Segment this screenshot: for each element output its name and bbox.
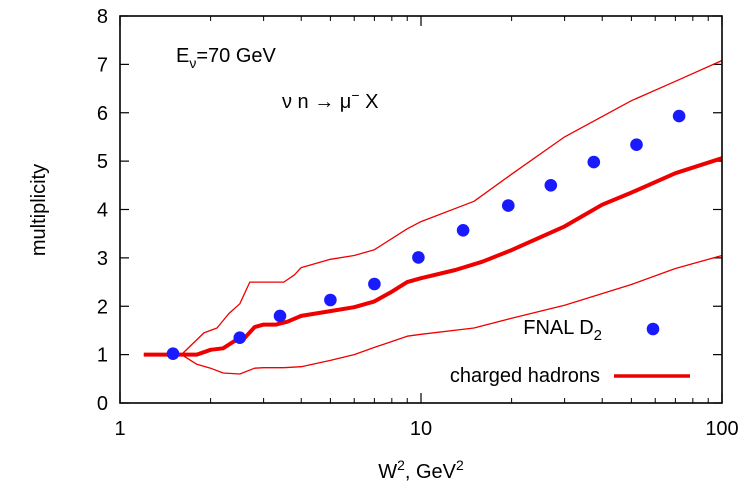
- fnal-data-point: [502, 199, 515, 212]
- x-axis-title: W2, GeV2: [378, 457, 464, 483]
- x-tick-label: 10: [410, 418, 432, 440]
- y-axis-title: multiplicity: [28, 164, 50, 256]
- charged-hadrons-curve: [143, 156, 723, 357]
- x-tick-label: 1: [114, 418, 125, 440]
- legend-label-charged-hadrons: charged hadrons: [450, 365, 600, 387]
- y-tick-label: 8: [97, 6, 108, 28]
- plot-frame: [119, 15, 723, 404]
- fnal-data-point: [544, 179, 558, 192]
- lower-band-curve: [143, 254, 723, 375]
- y-tick-label: 5: [97, 151, 108, 173]
- y-tick-label: 7: [97, 54, 108, 76]
- y-tick-label: 2: [97, 296, 108, 318]
- legend-label-fnal: FNAL D2: [523, 317, 602, 344]
- x-tick-label: 100: [705, 418, 738, 440]
- fnal-data-point: [233, 331, 247, 345]
- fnal-data-point: [273, 309, 287, 323]
- beam-energy-annotation: Eν=70 GeV: [176, 45, 277, 71]
- reaction-annotation: ν n → μ− X: [282, 87, 378, 113]
- y-tick-label: 0: [97, 393, 108, 415]
- fnal-data-point: [672, 109, 686, 123]
- fnal-data-point: [368, 277, 381, 291]
- fnal-data-point: [412, 251, 425, 264]
- upper-band-curve: [143, 59, 723, 356]
- curves: [143, 59, 723, 375]
- fnal-data-point: [166, 347, 180, 361]
- legend: FNAL D2 charged hadrons: [450, 317, 690, 387]
- tick-marks: [119, 15, 723, 404]
- fnal-data-point: [456, 224, 470, 237]
- fnal-data-point: [587, 155, 601, 169]
- y-tick-label: 3: [97, 248, 108, 270]
- legend-marker-fnal: [646, 322, 660, 336]
- y-tick-label: 6: [97, 103, 108, 125]
- y-tick-label: 4: [97, 200, 108, 222]
- fnal-data-point: [630, 138, 643, 151]
- fnal-data-point: [324, 293, 337, 307]
- y-tick-label: 1: [97, 345, 108, 367]
- data-points: [166, 109, 686, 361]
